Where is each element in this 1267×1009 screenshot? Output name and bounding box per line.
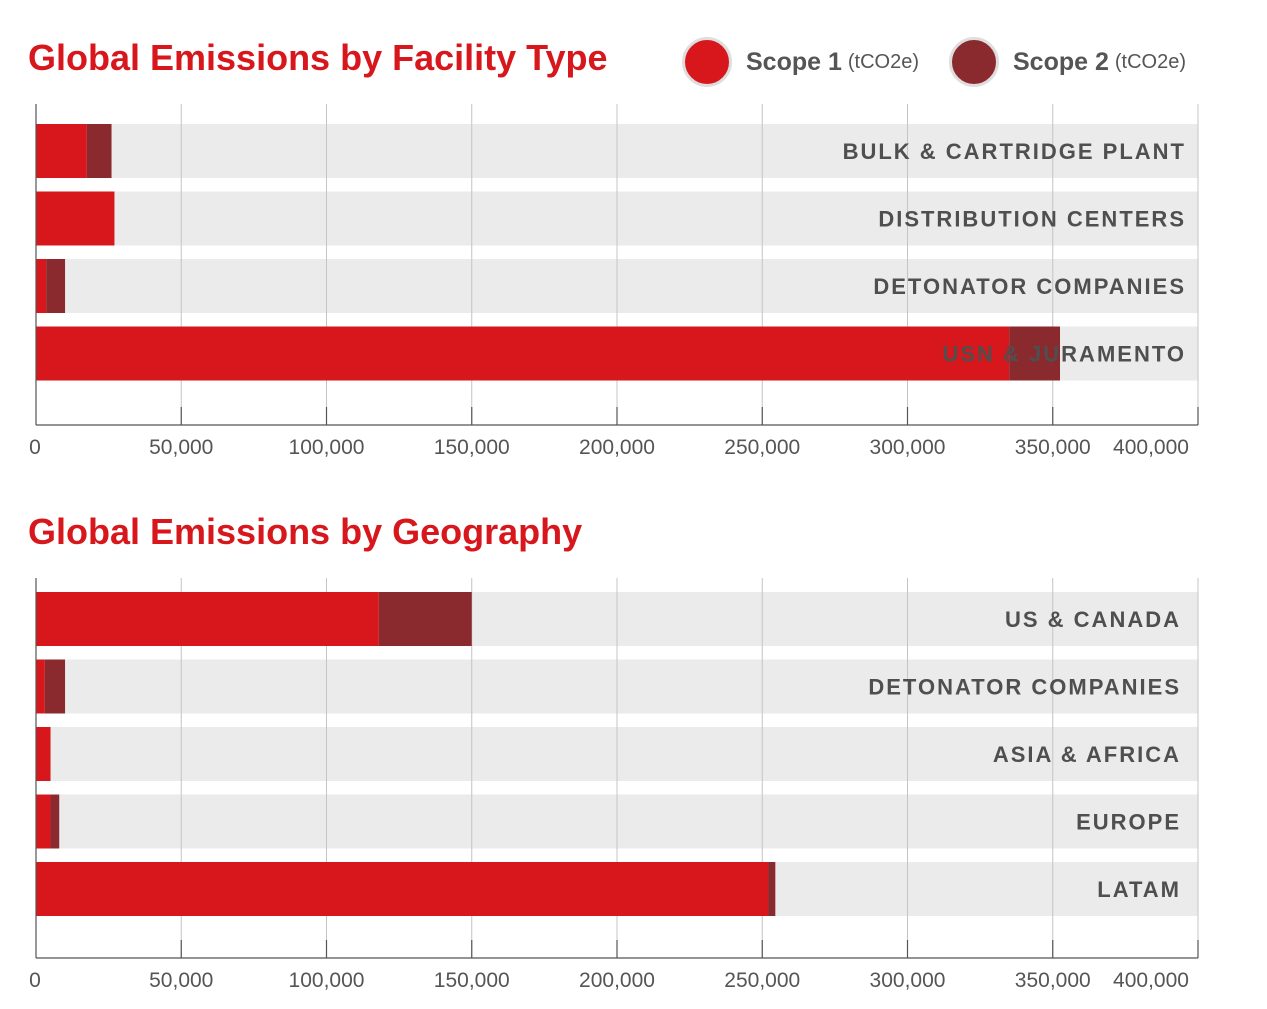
chart-0-category-label: DETONATOR COMPANIES [873,274,1186,299]
chart-1-category-label: ASIA & AFRICA [993,742,1181,767]
legend-item-scope-1: Scope 1 (tCO2e) [682,37,919,87]
chart-0-bar-distribution-centers-scope-1 [36,191,115,246]
chart-1-category-label: LATAM [1097,877,1181,902]
chart-1-bar-europe-scope-2 [50,794,60,849]
chart-1-bar-detonator-companies-scope-1 [36,659,45,714]
chart-1-bar-latam-scope-1 [36,862,769,916]
chart-0-category-label: USN & JURAMENTO [942,342,1186,367]
chart-0-category-label: BULK & CARTRIDGE PLANT [843,139,1186,164]
chart-1-bar-us-canada-scope-1 [36,592,379,646]
chart-0-x-tick-label: 350,000 [1015,436,1091,459]
chart-1-bar-europe-scope-1 [36,794,51,849]
legend-item-scope-2: Scope 2 (tCO2e) [949,37,1186,87]
chart-1-bar-us-canada-scope-2 [378,592,472,646]
chart-1-x-tick-label: 400,000 [1113,969,1189,992]
chart-1-x-tick-label: 0 [29,969,41,992]
chart-1-x-tick-label: 50,000 [149,969,213,992]
chart-0-bar-usn-juramento-scope-1 [36,326,1010,381]
chart-0-x-tick-label: 0 [29,436,41,459]
chart-1-category-label: EUROPE [1076,810,1181,835]
chart-1-bar-detonator-companies-scope-2 [44,659,66,714]
chart-title-geography: Global Emissions by Geography [28,511,583,552]
chart-0-bar-detonator-companies-scope-1 [36,259,47,313]
chart-1-category-label: DETONATOR COMPANIES [868,675,1181,700]
chart-0-bar-detonator-companies-scope-2 [46,259,66,313]
chart-title-facility: Global Emissions by Facility Type [28,37,608,78]
chart-0-bar-bulk-cartridge-plant-scope-2 [86,124,112,178]
chart-0-x-tick-label: 250,000 [724,436,800,459]
chart-0-x-tick-label: 50,000 [149,436,213,459]
legend-label-scope-2: Scope 2 [1013,47,1109,76]
legend: Scope 1 (tCO2e) Scope 2 (tCO2e) [682,34,1216,90]
legend-unit-scope-1: (tCO2e) [847,50,919,73]
chart-1-bar-asia-africa-scope-1 [36,727,51,781]
chart-0-x-tick-label: 300,000 [870,436,946,459]
geography-chart: US & CANADA DETONATOR COMPANIES ASIA & AFR… [29,578,1199,992]
chart-0-x-tick-label: 200,000 [579,436,655,459]
chart-0-x-tick-label: 100,000 [289,436,365,459]
legend-unit-scope-2: (tCO2e) [1114,50,1186,73]
chart-0-bar-bulk-cartridge-plant-scope-1 [36,124,87,178]
chart-0-category-label: DISTRIBUTION CENTERS [878,207,1186,232]
chart-1-x-tick-label: 100,000 [289,969,365,992]
legend-swatch-scope-2 [949,37,999,87]
chart-0-x-tick-label: 150,000 [434,436,510,459]
legend-label-scope-1: Scope 1 [746,47,842,76]
chart-1-x-tick-label: 300,000 [870,969,946,992]
chart-1-x-tick-label: 250,000 [724,969,800,992]
chart-1-bar-latam-scope-2 [768,862,776,916]
chart-1-category-label: US & CANADA [1005,607,1181,632]
chart-1-x-tick-label: 200,000 [579,969,655,992]
chart-1-x-tick-label: 150,000 [434,969,510,992]
chart-0-x-tick-label: 400,000 [1113,436,1189,459]
facility-type-chart: BULK & CARTRIDGE PLANT DISTRIBUTION CENTE… [29,104,1199,459]
legend-swatch-scope-1 [682,37,732,87]
chart-1-x-tick-label: 350,000 [1015,969,1091,992]
chart-0-bar-usn-juramento-scope-2 [1009,326,1061,381]
